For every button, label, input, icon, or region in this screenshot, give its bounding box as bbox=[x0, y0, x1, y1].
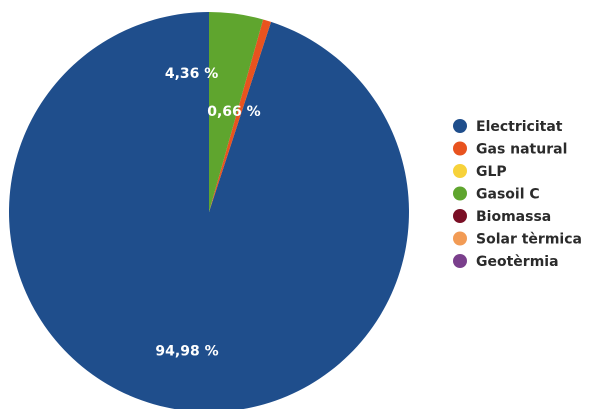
legend-marker-gasoil-c bbox=[453, 186, 467, 201]
legend-label-gasoil-c: Gasoil C bbox=[476, 187, 540, 203]
pie-slice-electricitat bbox=[9, 12, 409, 409]
legend-label-gas-natural: Gas natural bbox=[476, 142, 567, 158]
slice-label-gasoil-c: 4,36 % bbox=[165, 66, 218, 82]
legend-marker-solar-t-rmica bbox=[453, 231, 467, 246]
legend-label-solar-t-rmica: Solar tèrmica bbox=[476, 232, 582, 248]
slice-label-gas-natural: 0,66 % bbox=[207, 104, 260, 120]
legend-label-glp: GLP bbox=[476, 164, 507, 180]
legend-marker-glp bbox=[453, 164, 467, 178]
legend: Electricitat Gas natural GLP Gasoil C Biomas… bbox=[453, 119, 582, 270]
legend-marker-geot-rmia bbox=[453, 254, 467, 268]
pie-slices bbox=[9, 12, 409, 409]
slice-label-electricitat: 94,98 % bbox=[155, 343, 218, 359]
legend-marker-gas-natural bbox=[453, 141, 467, 156]
legend-marker-electricitat bbox=[453, 119, 467, 133]
legend-label-geot-rmia: Geotèrmia bbox=[476, 254, 559, 270]
legend-label-electricitat: Electricitat bbox=[476, 119, 563, 135]
pie-slice-labels: 94,98 % 0,66 % 4,36 % bbox=[155, 66, 260, 359]
legend-marker-biomassa bbox=[453, 209, 467, 223]
pie-slice-gasoil-c bbox=[209, 12, 264, 212]
legend-label-biomassa: Biomassa bbox=[476, 209, 551, 225]
pie-slice-gas-natural bbox=[209, 19, 272, 213]
